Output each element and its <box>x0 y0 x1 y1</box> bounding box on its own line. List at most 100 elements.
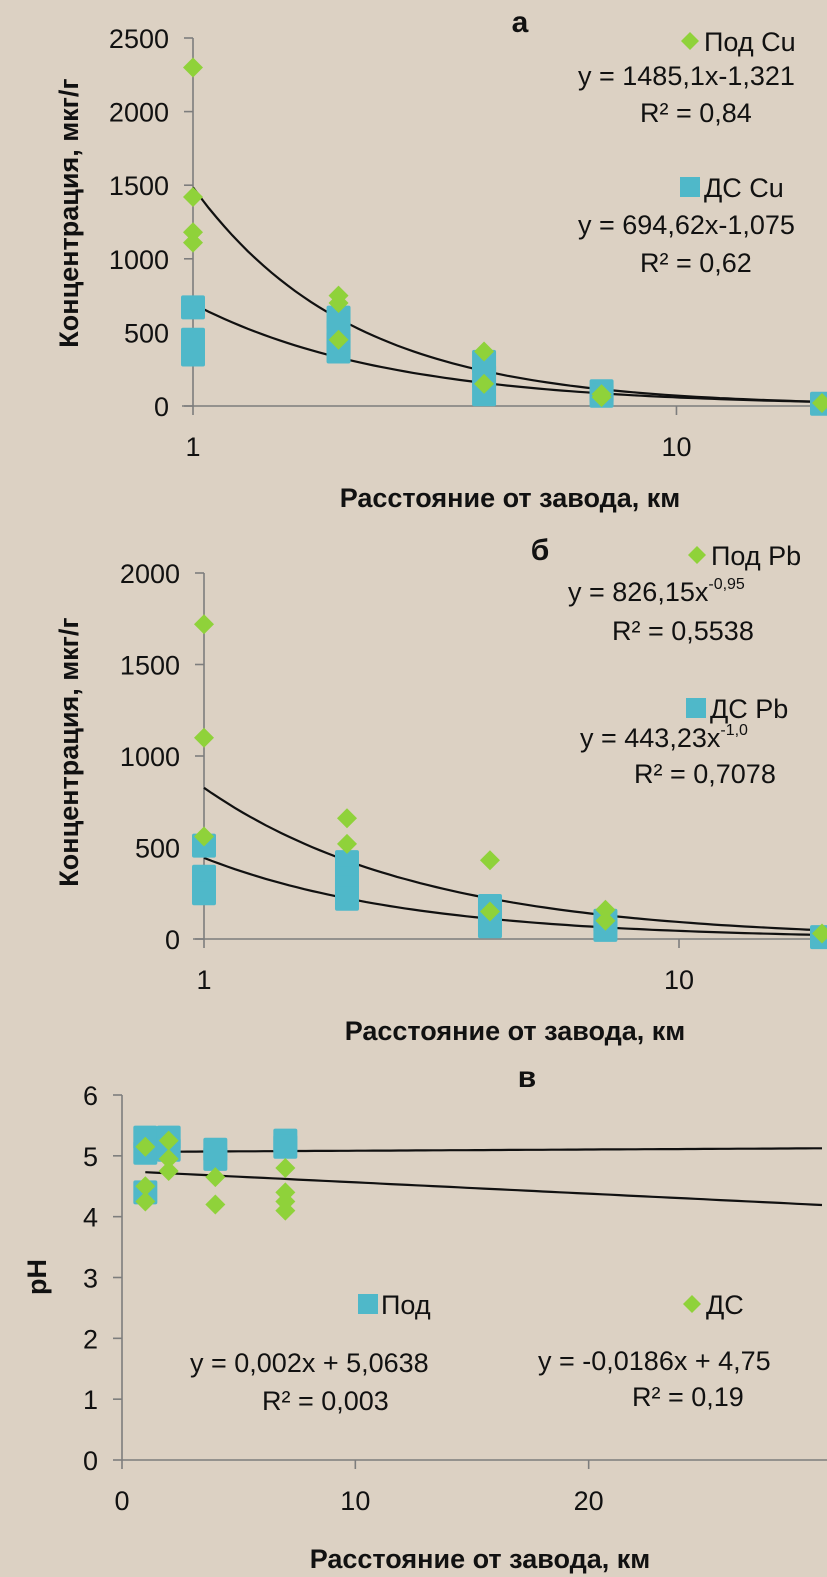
panel-b-y-tick-label: 500 <box>135 834 180 864</box>
legend-label-ds-pb: ДС Pb <box>710 694 788 724</box>
equation-ds-cu-base: y = 694,62x <box>578 210 719 240</box>
panel-c-square-point <box>273 1134 298 1159</box>
panel-c-diamond-point <box>158 1130 179 1151</box>
panel-c-y-tick-label: 0 <box>83 1446 98 1476</box>
panel-c-square-point <box>203 1146 228 1171</box>
panel-a-y-tick-label: 2000 <box>109 98 169 128</box>
panel-c-y-tick-label: 4 <box>83 1203 98 1233</box>
panel-b-square-point <box>192 881 216 906</box>
equation-ds: y = -0,0186x + 4,75 <box>538 1346 771 1376</box>
equation-ds-cu-exponent: -1,075 <box>718 210 795 240</box>
panel-b-diamond-point <box>336 808 357 829</box>
panel-b-diamond-point <box>336 833 357 854</box>
equation-ds-pb-base: y = 443,23x <box>580 723 721 753</box>
legend-label-ds: ДС <box>706 1290 744 1320</box>
panel-a-y-tick-label: 2500 <box>109 24 169 54</box>
panel-b-title: б <box>531 534 550 567</box>
panel-a-legend: Под Cu y = 1485,1x-1,321 R² = 0,84 ДС Cu… <box>578 27 796 278</box>
r2-pod: R² = 0,003 <box>262 1386 389 1416</box>
equation-pod-cu-exponent: -1,321 <box>718 61 795 91</box>
r2-pod-pb: R² = 0,5538 <box>612 616 754 646</box>
panel-b-diamond-point <box>595 910 616 931</box>
panel-b-square-point <box>334 886 359 911</box>
panel-a-diamond-point <box>183 57 203 78</box>
panel-b-diamond-point <box>194 614 214 635</box>
equation-pod: y = 0,002x + 5,0638 <box>190 1348 429 1378</box>
panel-b-y-tick-label: 1000 <box>120 742 180 772</box>
panel-a-diamond-point <box>474 373 495 394</box>
panel-b-trendline-2 <box>203 856 823 936</box>
panel-b-diamond-point <box>479 850 500 871</box>
legend-diamond-marker-pod-cu <box>681 32 699 50</box>
legend-label-pod-cu: Под Cu <box>704 27 796 57</box>
equation-pod-cu: y = 1485,1x-1,321 <box>578 61 795 91</box>
legend-label-pod-pb: Под Pb <box>711 541 801 571</box>
r2-ds-cu: R² = 0,62 <box>640 248 752 278</box>
panel-a-square-point <box>181 342 205 367</box>
panel-b-diamond-point <box>194 826 214 847</box>
panel-b-diamond-point <box>479 901 500 922</box>
panel-a-diamond-point <box>474 341 495 362</box>
equation-ds-cu: y = 694,62x-1,075 <box>578 210 795 240</box>
panel-a-square-point <box>326 339 351 364</box>
panel-c-y-tick-label: 1 <box>83 1385 98 1415</box>
panel-b-legend: Под Pb y = 826,15x-0,95 R² = 0,5538 ДС P… <box>568 541 801 789</box>
panel-c-trendline-1 <box>145 1147 822 1153</box>
legend-square-marker-ds-pb <box>686 698 706 718</box>
panel-c-diamond-point <box>205 1167 226 1188</box>
panel-b: б Концентрация, мкг/г Расстояние от заво… <box>54 534 827 1046</box>
panel-c-diamond-point <box>275 1200 296 1221</box>
panel-c-x-axis-title: Расстояние от завода, км <box>310 1544 651 1574</box>
panel-a: а Концентрация, мкг/г Расстояние от заво… <box>54 6 827 513</box>
equation-ds-pb: y = 443,23x-1,0 <box>580 722 748 753</box>
panel-c-diamond-point <box>135 1136 156 1157</box>
panel-b-y-tick-label: 2000 <box>120 559 180 589</box>
legend-square-marker-pod <box>358 1294 378 1314</box>
panel-c-legend: Под y = 0,002x + 5,0638 R² = 0,003 ДС y … <box>190 1290 771 1416</box>
panel-c-diamond-point <box>205 1194 226 1215</box>
legend-diamond-marker-ds <box>683 1295 701 1313</box>
equation-pod-pb-base: y = 826,15x <box>568 577 709 607</box>
panel-c-y-tick-label: 2 <box>83 1324 98 1354</box>
panel-c-x-tick-label: 10 <box>340 1486 370 1516</box>
panel-a-title: а <box>512 6 529 39</box>
panel-c-diamond-point <box>158 1148 179 1169</box>
panel-b-x-axis-title: Расстояние от завода, км <box>345 1016 686 1046</box>
panel-b-square-point <box>477 914 502 939</box>
panel-c-y-axis-title: pH <box>22 1259 52 1295</box>
panel-a-diamond-point <box>328 329 349 350</box>
panel-a-trendline-2 <box>192 302 823 403</box>
panel-b-y-tick-label: 0 <box>165 925 180 955</box>
panel-a-y-tick-label: 1500 <box>109 171 169 201</box>
panel-b-y-tick-label: 1500 <box>120 651 180 681</box>
panel-a-y-axis-title: Концентрация, мкг/г <box>54 78 84 347</box>
panel-a-x-tick-label: 1 <box>185 432 200 462</box>
panel-c-x-tick-label: 20 <box>574 1486 604 1516</box>
panel-c-y-tick-label: 3 <box>83 1264 98 1294</box>
panel-b-diamond-point <box>812 923 827 944</box>
panel-c-diamond-point <box>275 1158 296 1178</box>
panel-c-diamond-point <box>135 1191 156 1212</box>
panel-a-diamond-point <box>812 393 827 414</box>
panel-a-x-axis-title: Расстояние от завода, км <box>340 483 681 513</box>
panel-c-x-tick-label: 0 <box>114 1486 129 1516</box>
legend-square-marker-ds-cu <box>680 177 700 197</box>
panel-c-trendline-2 <box>145 1171 823 1207</box>
panel-b-y-axis-title: Концентрация, мкг/г <box>54 617 84 886</box>
panel-c-diamond-point <box>135 1176 156 1197</box>
legend-diamond-marker-pod-pb <box>688 546 706 564</box>
equation-pod-pb-exponent: -0,95 <box>708 576 745 593</box>
panel-b-x-tick-label: 1 <box>196 965 211 995</box>
equation-pod-pb: y = 826,15x-0,95 <box>568 576 745 607</box>
panel-c-y-tick-label: 6 <box>83 1081 98 1111</box>
panel-a-diamond-point <box>183 186 203 207</box>
r2-ds: R² = 0,19 <box>632 1382 744 1412</box>
panel-b-diamond-point <box>595 899 616 920</box>
panel-c-diamond-point <box>158 1161 179 1182</box>
panel-a-x-tick-label: 10 <box>661 432 691 462</box>
r2-ds-pb: R² = 0,7078 <box>634 759 776 789</box>
panel-a-diamond-point <box>591 387 612 408</box>
panel-a-y-tick-label: 1000 <box>109 245 169 275</box>
panel-a-y-tick-label: 0 <box>154 392 169 422</box>
